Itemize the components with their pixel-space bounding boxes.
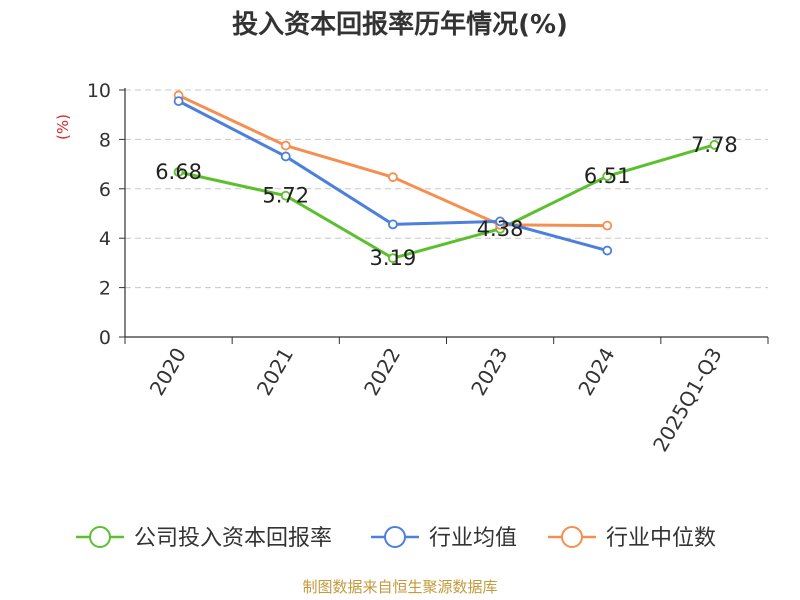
y-tick-labels: 0 2 4 6 8 10	[87, 80, 111, 349]
data-point	[388, 219, 398, 230]
data-labels: 6.68 5.72 3.19 4.38 6.51 7.78	[155, 133, 738, 270]
data-point	[173, 96, 184, 107]
data-label: 5.72	[262, 184, 309, 208]
legend-swatch-marker	[384, 526, 406, 548]
data-point	[388, 172, 398, 183]
axes	[119, 88, 769, 344]
legend: 公司投入资本回报率 行业均值 行业中位数	[76, 526, 716, 551]
series-lines	[173, 90, 720, 264]
data-point	[602, 220, 613, 231]
x-tick-label: 2024	[573, 344, 619, 400]
y-tick-label: 10	[87, 80, 111, 102]
x-tick-labels: 2020 2021 2022 2023 2024 2025Q1-Q3	[145, 344, 727, 456]
gridlines	[125, 89, 768, 289]
data-label: 6.68	[155, 160, 202, 184]
x-tick-label: 2021	[252, 344, 298, 400]
x-tick-label: 2023	[466, 344, 512, 400]
legend-label: 公司投入资本回报率	[134, 526, 332, 551]
data-point	[495, 216, 505, 227]
legend-label: 行业中位数	[606, 526, 716, 551]
chart-title: 投入资本回报率历年情况(%)	[232, 9, 568, 40]
source-note: 制图数据来自恒生聚源数据库	[302, 578, 497, 596]
data-label: 3.19	[370, 246, 417, 270]
data-label: 6.51	[584, 164, 631, 188]
x-tick-label: 2025Q1-Q3	[648, 344, 727, 456]
y-tick-label: 8	[99, 129, 111, 151]
data-point	[709, 139, 720, 150]
data-point	[388, 253, 398, 264]
x-tick-label: 2022	[359, 344, 405, 400]
y-tick-label: 6	[99, 179, 111, 201]
data-point	[602, 171, 613, 182]
y-tick-label: 4	[99, 228, 111, 250]
y-tick-label: 2	[99, 278, 111, 300]
legend-label: 行业均值	[429, 526, 517, 551]
x-tick-label: 2020	[145, 344, 191, 400]
series-line	[177, 94, 608, 228]
data-point	[602, 245, 613, 256]
legend-swatch-marker	[89, 526, 111, 548]
data-point	[280, 140, 291, 151]
data-point	[280, 190, 291, 201]
legend-swatch-marker	[561, 526, 583, 548]
y-tick-label: 0	[99, 327, 111, 349]
data-label: 7.78	[691, 133, 738, 157]
data-point	[280, 151, 291, 162]
y-axis-label: (%)	[54, 114, 72, 140]
series-line	[178, 143, 715, 260]
data-point	[173, 167, 184, 177]
data-label: 4.38	[477, 217, 524, 241]
